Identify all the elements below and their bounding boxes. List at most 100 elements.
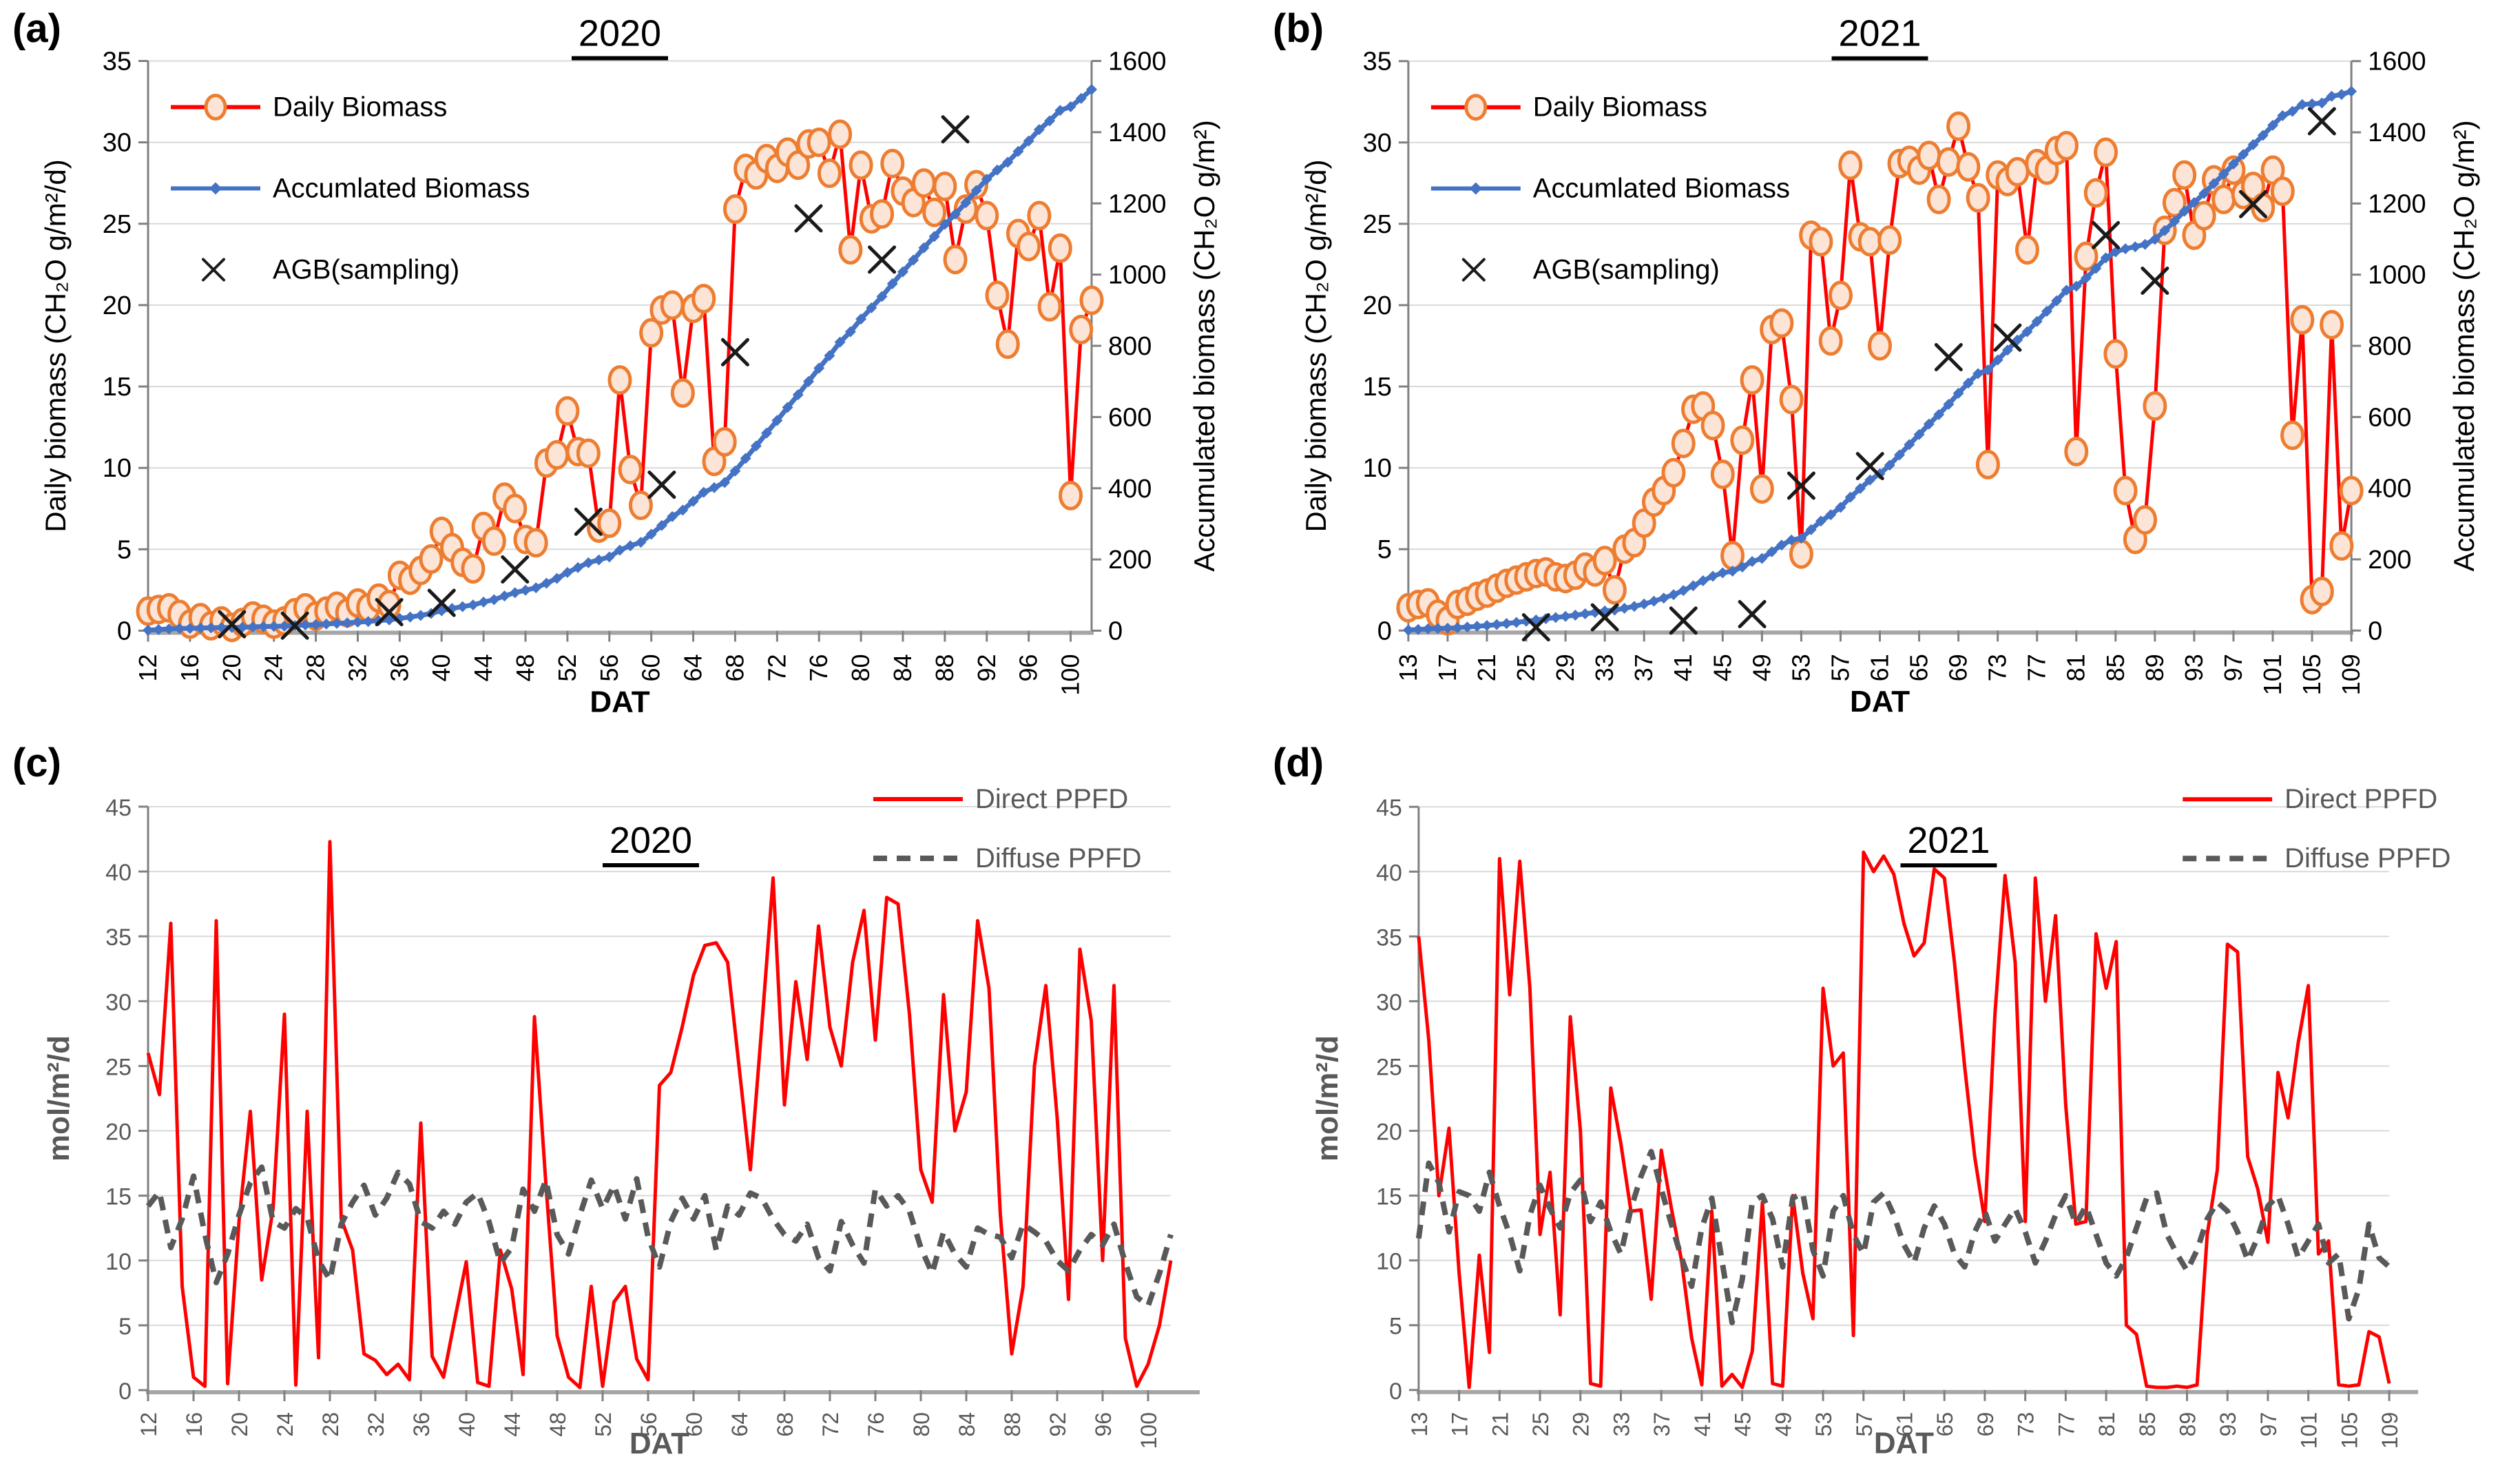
circle-marker <box>1671 428 1696 459</box>
left-axis-title: mol/m²/d <box>42 1035 76 1161</box>
agb-x-mark <box>794 204 823 233</box>
diamond-marker <box>1736 561 1748 573</box>
agb-x-mark <box>2141 266 2169 295</box>
x-tick-label: 68 <box>720 654 749 682</box>
circle-marker <box>2143 391 2167 421</box>
diamond-marker <box>541 577 552 589</box>
y-tick-label: 45 <box>105 795 132 821</box>
diamond-marker <box>1776 539 1787 551</box>
diamond-marker <box>729 465 741 477</box>
panel-title: 2020 <box>579 13 661 54</box>
diamond-marker <box>457 601 468 612</box>
diamond-marker <box>2306 98 2318 110</box>
legend-label: Diffuse PPFD <box>975 843 1142 873</box>
panel-c-label: (c) <box>12 741 61 785</box>
diamond-marker <box>2139 238 2151 250</box>
diamond-marker <box>2188 197 2200 209</box>
x-tick-label: 45 <box>1731 1412 1756 1437</box>
panel-title: 2021 <box>1907 820 1990 861</box>
legend-x-icon <box>1461 258 1486 282</box>
diamond-marker <box>2287 105 2298 117</box>
agb-x-mark <box>1521 613 1550 642</box>
agb-x-mark <box>1590 603 1619 632</box>
x-tick-label: 72 <box>762 654 791 682</box>
diamond-marker <box>2129 241 2141 253</box>
diamond-marker <box>404 611 416 623</box>
circle-marker <box>1700 411 1725 441</box>
agb-x-mark <box>375 598 404 627</box>
circle-marker <box>1946 111 1971 141</box>
circle-marker <box>880 148 905 178</box>
circle-marker <box>2083 178 2108 208</box>
panel-a: (a) 0 5 10 15 20 25 30 35 0 200 400 600 800 1000 1200 1… <box>0 0 1260 734</box>
diamond-marker <box>1747 556 1758 568</box>
diamond-marker <box>750 440 762 452</box>
circle-marker <box>1877 225 1902 256</box>
x-tick-label: 49 <box>1771 1412 1795 1437</box>
diamond-marker <box>1402 624 1414 636</box>
circle-marker <box>1027 200 1052 231</box>
circle-marker <box>1069 314 1094 344</box>
diamond-marker <box>268 621 280 632</box>
circle-marker <box>1779 384 1804 415</box>
right-axis-title: Accumulated biomass (CH₂O g/m²) <box>2448 120 2480 571</box>
x-tick-label: 101 <box>2297 1412 2322 1449</box>
diamond-marker <box>1075 92 1087 104</box>
diamond-marker <box>939 218 950 230</box>
x-tick-label: 64 <box>727 1412 752 1437</box>
x-tick-label: 25 <box>1512 654 1540 681</box>
x-tick-label: 69 <box>1973 1412 1998 1437</box>
y-tick-label: 30 <box>105 989 132 1015</box>
y-tick-label: 15 <box>103 373 132 402</box>
circle-marker <box>2309 577 2334 607</box>
x-tick-label: 21 <box>1488 1412 1512 1437</box>
circle-marker <box>2320 309 2344 340</box>
agb-x-mark <box>427 588 456 617</box>
x-tick-label: 73 <box>2014 1412 2039 1437</box>
circle-marker <box>523 528 548 558</box>
x-tick-label: 24 <box>273 1412 298 1437</box>
diamond-marker <box>981 174 992 185</box>
y2-tick-label: 1000 <box>2368 261 2426 290</box>
diamond-marker <box>415 610 426 621</box>
legend-label: Accumlated Biomass <box>273 174 530 204</box>
x-tick-label: 64 <box>679 654 707 682</box>
diamond-marker <box>844 326 856 338</box>
diamond-marker <box>362 616 374 628</box>
diamond-marker <box>1432 623 1444 634</box>
y-tick-label: 10 <box>1376 1249 1402 1275</box>
diamond-marker <box>143 624 154 636</box>
panel-c-chart: 0 5 10 15 20 25 30 35 40 45 12 16 20 24 28 32 36 40 44 48 52… <box>42 784 1200 1460</box>
diamond-marker <box>1054 105 1066 116</box>
circle-marker <box>1917 141 1941 171</box>
x-tick-label: 89 <box>2141 654 2169 681</box>
diamond-marker <box>2081 272 2092 284</box>
circle-marker <box>2074 241 2099 271</box>
x-tick-label: 60 <box>637 654 665 682</box>
diamond-marker <box>499 590 510 602</box>
circle-marker <box>670 378 695 409</box>
legend-label: Accumlated Biomass <box>1533 174 1790 204</box>
diamond-marker <box>1697 575 1709 587</box>
diamond-marker <box>342 617 353 629</box>
diamond-marker <box>1560 610 1572 622</box>
circle-marker <box>1789 539 1813 569</box>
left-axis-title: Daily biomass (CH₂O g/m²/d) <box>39 159 72 532</box>
diamond-marker <box>1658 592 1669 604</box>
x-tick-label: 60 <box>682 1412 707 1437</box>
circle-marker <box>1868 331 1892 361</box>
x-tick-label: 93 <box>2180 654 2208 681</box>
x-tick-label: 28 <box>302 654 330 682</box>
panel-a-label: (a) <box>12 6 61 51</box>
circle-marker <box>943 245 968 275</box>
diamond-marker <box>2149 234 2160 245</box>
y-tick-label: 15 <box>1363 373 1392 402</box>
diamond-marker <box>1953 387 1964 399</box>
y-tick-label: 20 <box>103 291 132 320</box>
diamond-marker <box>740 453 751 464</box>
circle-marker <box>639 318 664 348</box>
agb-x-mark <box>280 611 309 640</box>
x-tick-label: 20 <box>218 654 246 682</box>
diamond-marker <box>1756 552 1768 564</box>
x-tick-label: 40 <box>455 1412 479 1437</box>
